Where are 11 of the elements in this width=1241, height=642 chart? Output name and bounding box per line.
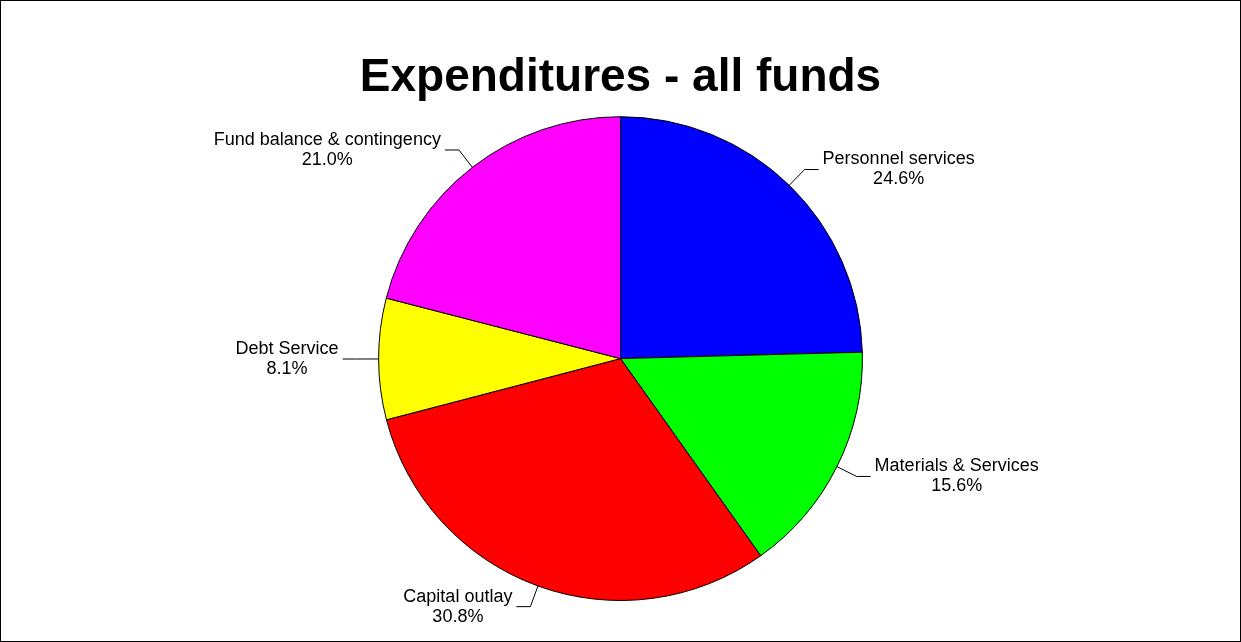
chart-title: Expenditures - all funds xyxy=(359,49,882,102)
slice-label: Capital outlay xyxy=(403,585,513,606)
data-label: 8.1% xyxy=(266,357,308,378)
slice-label: Fund balance & contingency xyxy=(213,128,441,149)
slice-label: Personnel services xyxy=(822,148,975,169)
data-label: 30.8% xyxy=(432,605,484,626)
slice-label: Materials & Services xyxy=(874,455,1039,476)
slice-label: Debt Service xyxy=(235,337,339,358)
data-label: 15.6% xyxy=(931,475,983,496)
data-label: 21.0% xyxy=(301,148,353,169)
data-label: 24.6% xyxy=(873,168,925,189)
